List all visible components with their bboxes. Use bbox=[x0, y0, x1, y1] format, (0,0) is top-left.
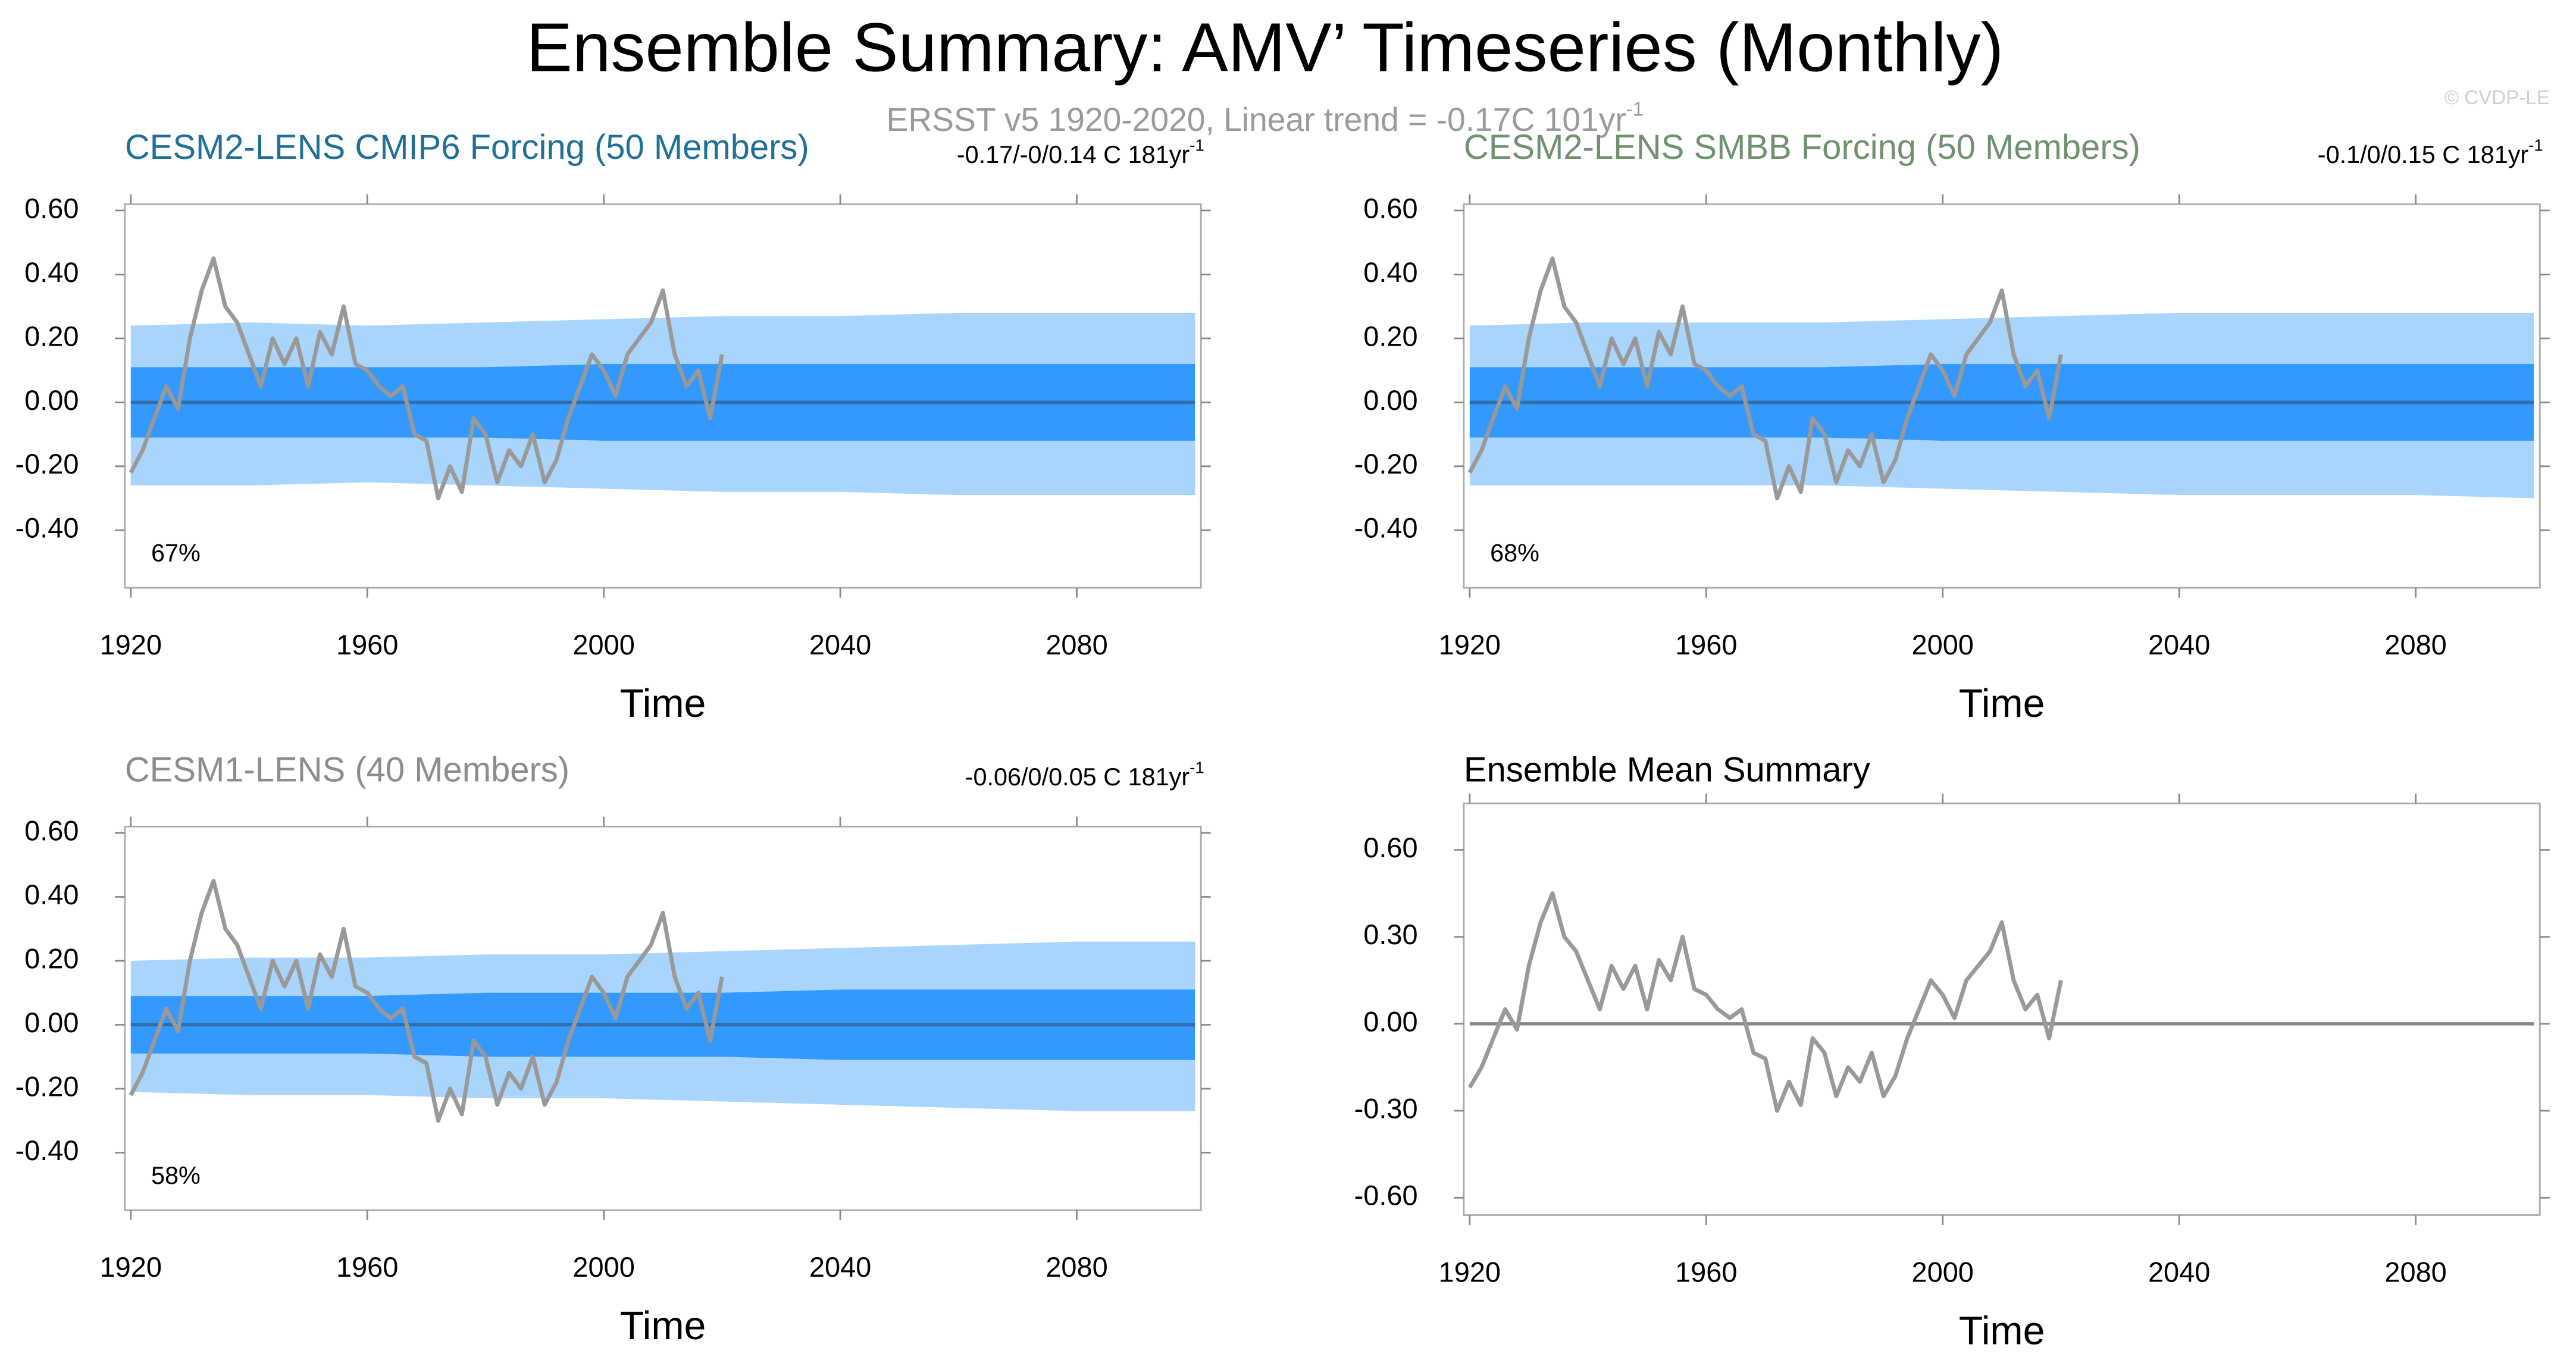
y-tick-label: -0.40 bbox=[15, 512, 79, 544]
plot-frame bbox=[124, 825, 1202, 1211]
y-tick-label: -0.20 bbox=[15, 448, 79, 480]
plot-area bbox=[1467, 891, 2534, 1113]
x-tick-label: 2040 bbox=[809, 629, 871, 660]
trend-exponent: -1 bbox=[1190, 759, 1204, 777]
subtitle-exponent: -1 bbox=[1626, 98, 1644, 120]
y-tick-label: 0.40 bbox=[1363, 256, 1417, 288]
y-tick-label: -0.40 bbox=[1354, 512, 1418, 544]
subtitle: ERSST v5 1920-2020, Linear trend = -0.17… bbox=[887, 98, 1644, 137]
x-tick-label: 1960 bbox=[1675, 629, 1737, 660]
percent-label: 68% bbox=[1490, 539, 1539, 567]
x-tick-label: 1920 bbox=[100, 1251, 162, 1283]
panel-title: Ensemble Mean Summary bbox=[1464, 750, 1870, 789]
trend-label: -0.17/-0/0.14 C 181yr-1 bbox=[957, 136, 1204, 168]
y-tick-label: 0.00 bbox=[24, 384, 79, 416]
plot-frame bbox=[1463, 203, 2541, 589]
panel-title: CESM2-LENS CMIP6 Forcing (50 Members) bbox=[125, 128, 809, 167]
plot-area bbox=[1467, 256, 2534, 501]
x-tick-label: 2080 bbox=[2384, 1256, 2446, 1287]
x-tick-label: 1960 bbox=[336, 1251, 398, 1283]
x-tick-label: 2000 bbox=[572, 629, 634, 660]
x-tick-label: 2080 bbox=[1046, 629, 1107, 660]
x-tick-label: 2080 bbox=[2384, 629, 2446, 660]
subtitle-text: ERSST v5 1920-2020, Linear trend = -0.17… bbox=[887, 101, 1626, 137]
trend-text: -0.17/-0/0.14 C 181yr bbox=[957, 140, 1190, 168]
y-tick-label: 0.00 bbox=[1363, 384, 1417, 416]
x-tick-label: 2000 bbox=[572, 1251, 634, 1283]
x-tick-label: 2040 bbox=[809, 1251, 871, 1283]
trend-label: -0.1/0/0.15 C 181yr-1 bbox=[2318, 136, 2543, 168]
x-axis-label: Time bbox=[1959, 682, 2045, 726]
x-tick-label: 2040 bbox=[2148, 1256, 2210, 1287]
panel-title: CESM1-LENS (40 Members) bbox=[125, 750, 569, 789]
x-tick-label: 1920 bbox=[1439, 629, 1501, 660]
x-tick-label: 1920 bbox=[1439, 1256, 1501, 1287]
y-tick-label: 0.60 bbox=[1363, 832, 1417, 863]
page-title: Ensemble Summary: AMV’ Timeseries (Month… bbox=[527, 8, 2004, 86]
observed-line bbox=[1467, 256, 2063, 501]
y-tick-label: 0.60 bbox=[1363, 192, 1417, 224]
observed-line bbox=[129, 879, 724, 1123]
y-tick-label: -0.40 bbox=[15, 1135, 79, 1166]
x-tick-label: 2000 bbox=[1912, 629, 1974, 660]
y-tick-label: -0.30 bbox=[1354, 1092, 1418, 1124]
y-tick-label: -0.60 bbox=[1354, 1180, 1418, 1211]
y-tick-label: 0.30 bbox=[1363, 919, 1417, 950]
credit: © CVDP-LE bbox=[2444, 87, 2550, 109]
x-tick-label: 2040 bbox=[2148, 629, 2210, 660]
x-tick-label: 2080 bbox=[1046, 1251, 1107, 1283]
observed-line bbox=[129, 256, 724, 501]
x-tick-label: 1960 bbox=[1675, 1256, 1737, 1287]
trend-text: -0.06/0/0.05 C 181yr bbox=[965, 763, 1190, 791]
x-axis-label: Time bbox=[620, 682, 706, 726]
percent-label: 58% bbox=[151, 1161, 201, 1189]
x-axis-label: Time bbox=[620, 1304, 706, 1348]
x-tick-label: 1960 bbox=[336, 629, 398, 660]
y-tick-label: 0.20 bbox=[1363, 320, 1417, 352]
panel-title: CESM2-LENS SMBB Forcing (50 Members) bbox=[1464, 128, 2140, 167]
y-tick-label: 0.00 bbox=[24, 1007, 79, 1038]
percent-label: 67% bbox=[151, 539, 201, 567]
y-tick-label: 0.60 bbox=[24, 814, 79, 846]
x-tick-label: 2000 bbox=[1912, 1256, 1974, 1287]
trend-exponent: -1 bbox=[1190, 136, 1204, 155]
y-tick-label: 0.60 bbox=[24, 192, 79, 224]
plot-area bbox=[129, 256, 1195, 501]
plot-frame bbox=[1463, 803, 2541, 1216]
x-tick-label: 1920 bbox=[100, 629, 162, 660]
trend-label: -0.06/0/0.05 C 181yr-1 bbox=[965, 759, 1204, 791]
y-tick-label: 0.40 bbox=[24, 256, 79, 288]
trend-exponent: -1 bbox=[2528, 136, 2543, 155]
x-axis-label: Time bbox=[1959, 1309, 2045, 1353]
observed-line bbox=[1467, 891, 2063, 1113]
plot-frame bbox=[124, 203, 1202, 589]
trend-text: -0.1/0/0.15 C 181yr bbox=[2318, 140, 2529, 168]
y-tick-label: 0.00 bbox=[1363, 1005, 1417, 1037]
y-tick-label: -0.20 bbox=[1354, 448, 1418, 480]
y-tick-label: 0.20 bbox=[24, 942, 79, 974]
y-tick-label: -0.20 bbox=[15, 1070, 79, 1102]
y-tick-label: 0.40 bbox=[24, 879, 79, 910]
y-tick-label: 0.20 bbox=[24, 320, 79, 352]
plot-area bbox=[129, 879, 1195, 1123]
